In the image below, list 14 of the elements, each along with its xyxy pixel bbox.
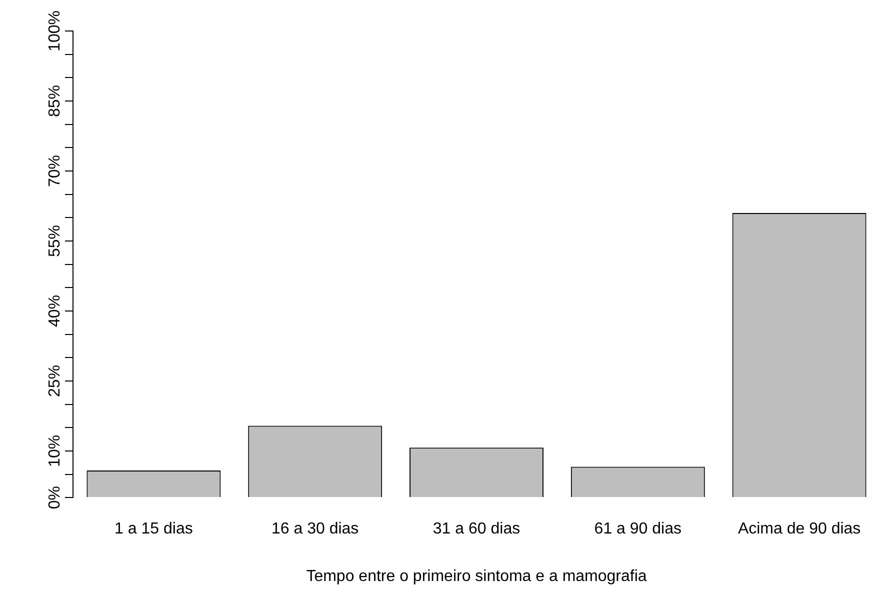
x-tick-label: 31 a 60 dias bbox=[432, 520, 520, 538]
y-tick-label: 70% bbox=[46, 154, 64, 187]
x-tick-label: 16 a 30 dias bbox=[272, 520, 359, 538]
y-tick-label: 10% bbox=[46, 434, 64, 467]
x-tick-label: 1 a 15 dias bbox=[114, 520, 193, 538]
y-tick-label: 55% bbox=[46, 224, 64, 257]
y-tick-label: 85% bbox=[46, 84, 64, 118]
y-tick-label: 100% bbox=[46, 10, 64, 52]
x-tick-label: 61 a 90 dias bbox=[594, 520, 682, 538]
y-tick-label: 40% bbox=[46, 294, 64, 327]
y-tick-label: 0% bbox=[46, 486, 64, 510]
x-tick-label: Acima de 90 dias bbox=[738, 520, 861, 538]
x-axis-title: Tempo entre o primeiro sintoma e a mamografia bbox=[306, 568, 647, 585]
y-tick-label: 25% bbox=[46, 364, 64, 397]
